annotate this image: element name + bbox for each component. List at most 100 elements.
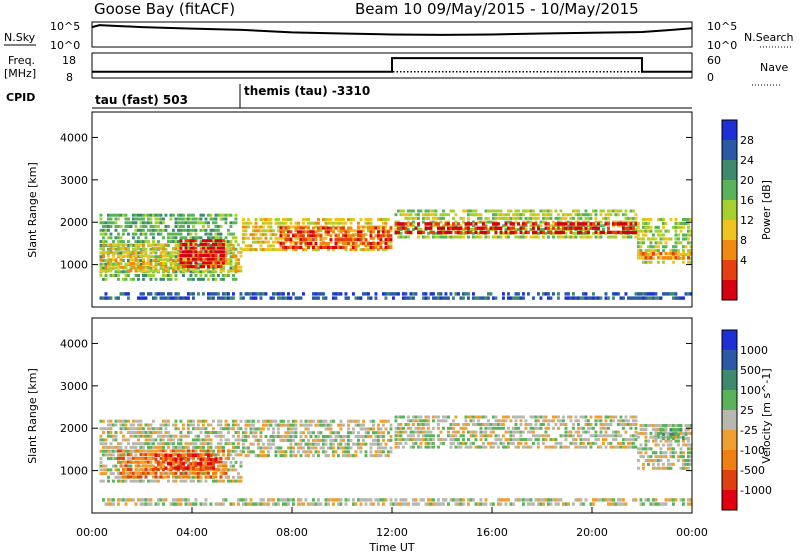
heat-cell: [194, 460, 198, 464]
scatter-feature-8: [637, 251, 693, 260]
heat-cell: [314, 230, 318, 234]
heat-cell: [104, 438, 108, 442]
colorbar-swatch: [722, 120, 737, 141]
heat-cell: [142, 217, 145, 221]
heat-cell: [212, 242, 215, 246]
heat-cell: [574, 430, 578, 434]
heat-cell: [182, 462, 185, 466]
heat-cell: [689, 443, 693, 447]
heat-cell: [172, 471, 175, 475]
heat-cell: [119, 225, 123, 228]
heat-cell: [107, 434, 110, 438]
heat-cell: [189, 475, 193, 479]
heat-cell: [229, 479, 233, 483]
heat-cell: [164, 498, 168, 502]
heat-cell: [267, 225, 270, 229]
heat-cell: [517, 415, 520, 419]
heat-cell: [99, 228, 103, 232]
heat-cell: [394, 230, 398, 235]
heat-cell: [199, 475, 203, 479]
heat-cell: [229, 427, 233, 431]
heat-cell: [164, 460, 168, 464]
heat-cell: [454, 434, 458, 438]
heat-cell: [499, 441, 503, 445]
heat-cell: [239, 464, 243, 468]
heat-cell: [107, 457, 110, 461]
heat-cell: [149, 502, 153, 506]
heat-cell: [192, 419, 195, 423]
heat-cell: [204, 274, 208, 277]
heat-cell: [307, 245, 310, 249]
heat-cell: [329, 446, 333, 450]
heat-cell: [417, 230, 420, 235]
heat-cell: [209, 274, 213, 277]
heat-cell: [437, 226, 440, 230]
heat-cell: [182, 445, 185, 449]
heat-cell: [162, 258, 165, 262]
heat-cell: [687, 218, 690, 222]
heat-cell: [152, 269, 155, 273]
heat-cell: [464, 419, 468, 423]
heat-cell: [577, 209, 580, 213]
heat-cell: [277, 296, 280, 300]
heat-cell: [487, 419, 490, 423]
heat-cell: [164, 419, 168, 423]
heat-cell: [447, 222, 450, 226]
heat-cell: [492, 224, 495, 228]
heat-cell: [504, 445, 508, 449]
heat-cell: [199, 438, 203, 442]
heat-cell: [597, 296, 600, 300]
heat-cell: [467, 213, 470, 217]
heat-cell: [294, 296, 298, 300]
heat-cell: [102, 266, 105, 270]
heat-cell: [367, 221, 370, 225]
heat-cell: [367, 242, 370, 246]
heat-cell: [252, 423, 255, 427]
heat-cell: [272, 438, 275, 442]
heat-cell: [484, 430, 488, 434]
heat-cell: [417, 222, 420, 226]
heat-cell: [172, 259, 175, 262]
heat-cell: [119, 213, 123, 217]
heat-cell: [137, 255, 140, 259]
heat-cell: [382, 419, 385, 423]
heat-cell: [184, 479, 188, 483]
heat-cell: [302, 230, 305, 234]
heat-cell: [219, 434, 223, 438]
heat-cell: [117, 251, 120, 255]
heat-cell: [334, 245, 338, 249]
heat-cell: [422, 213, 425, 217]
heat-cell: [152, 456, 155, 460]
heat-cell: [312, 296, 315, 300]
heat-cell: [254, 431, 258, 435]
heat-cell: [324, 242, 328, 246]
heat-cell: [507, 441, 510, 445]
heat-cell: [572, 292, 575, 296]
heat-cell: [422, 423, 425, 426]
heat-cell: [207, 232, 210, 236]
heat-cell: [609, 445, 613, 449]
heat-cell: [324, 221, 328, 225]
heat-cell: [99, 232, 103, 236]
heat-cell: [339, 427, 343, 431]
heat-cell: [182, 250, 185, 254]
heat-cell: [459, 226, 463, 230]
heat-cell: [644, 229, 648, 233]
heat-cell: [502, 419, 505, 423]
heat-cell: [634, 292, 638, 296]
heat-cell: [264, 435, 268, 439]
heat-cell: [674, 251, 678, 256]
heat-cell: [117, 240, 120, 244]
heat-cell: [312, 419, 315, 423]
heat-cell: [537, 445, 540, 449]
heat-cell: [124, 254, 128, 258]
heat-cell: [272, 248, 275, 252]
heat-cell: [242, 446, 245, 450]
heat-cell: [292, 419, 295, 423]
heat-cell: [532, 224, 535, 228]
heat-cell: [184, 460, 188, 464]
heat-cell: [564, 438, 568, 442]
heat-cell: [637, 466, 640, 470]
heat-cell: [669, 462, 673, 466]
heat-cell: [167, 453, 170, 458]
